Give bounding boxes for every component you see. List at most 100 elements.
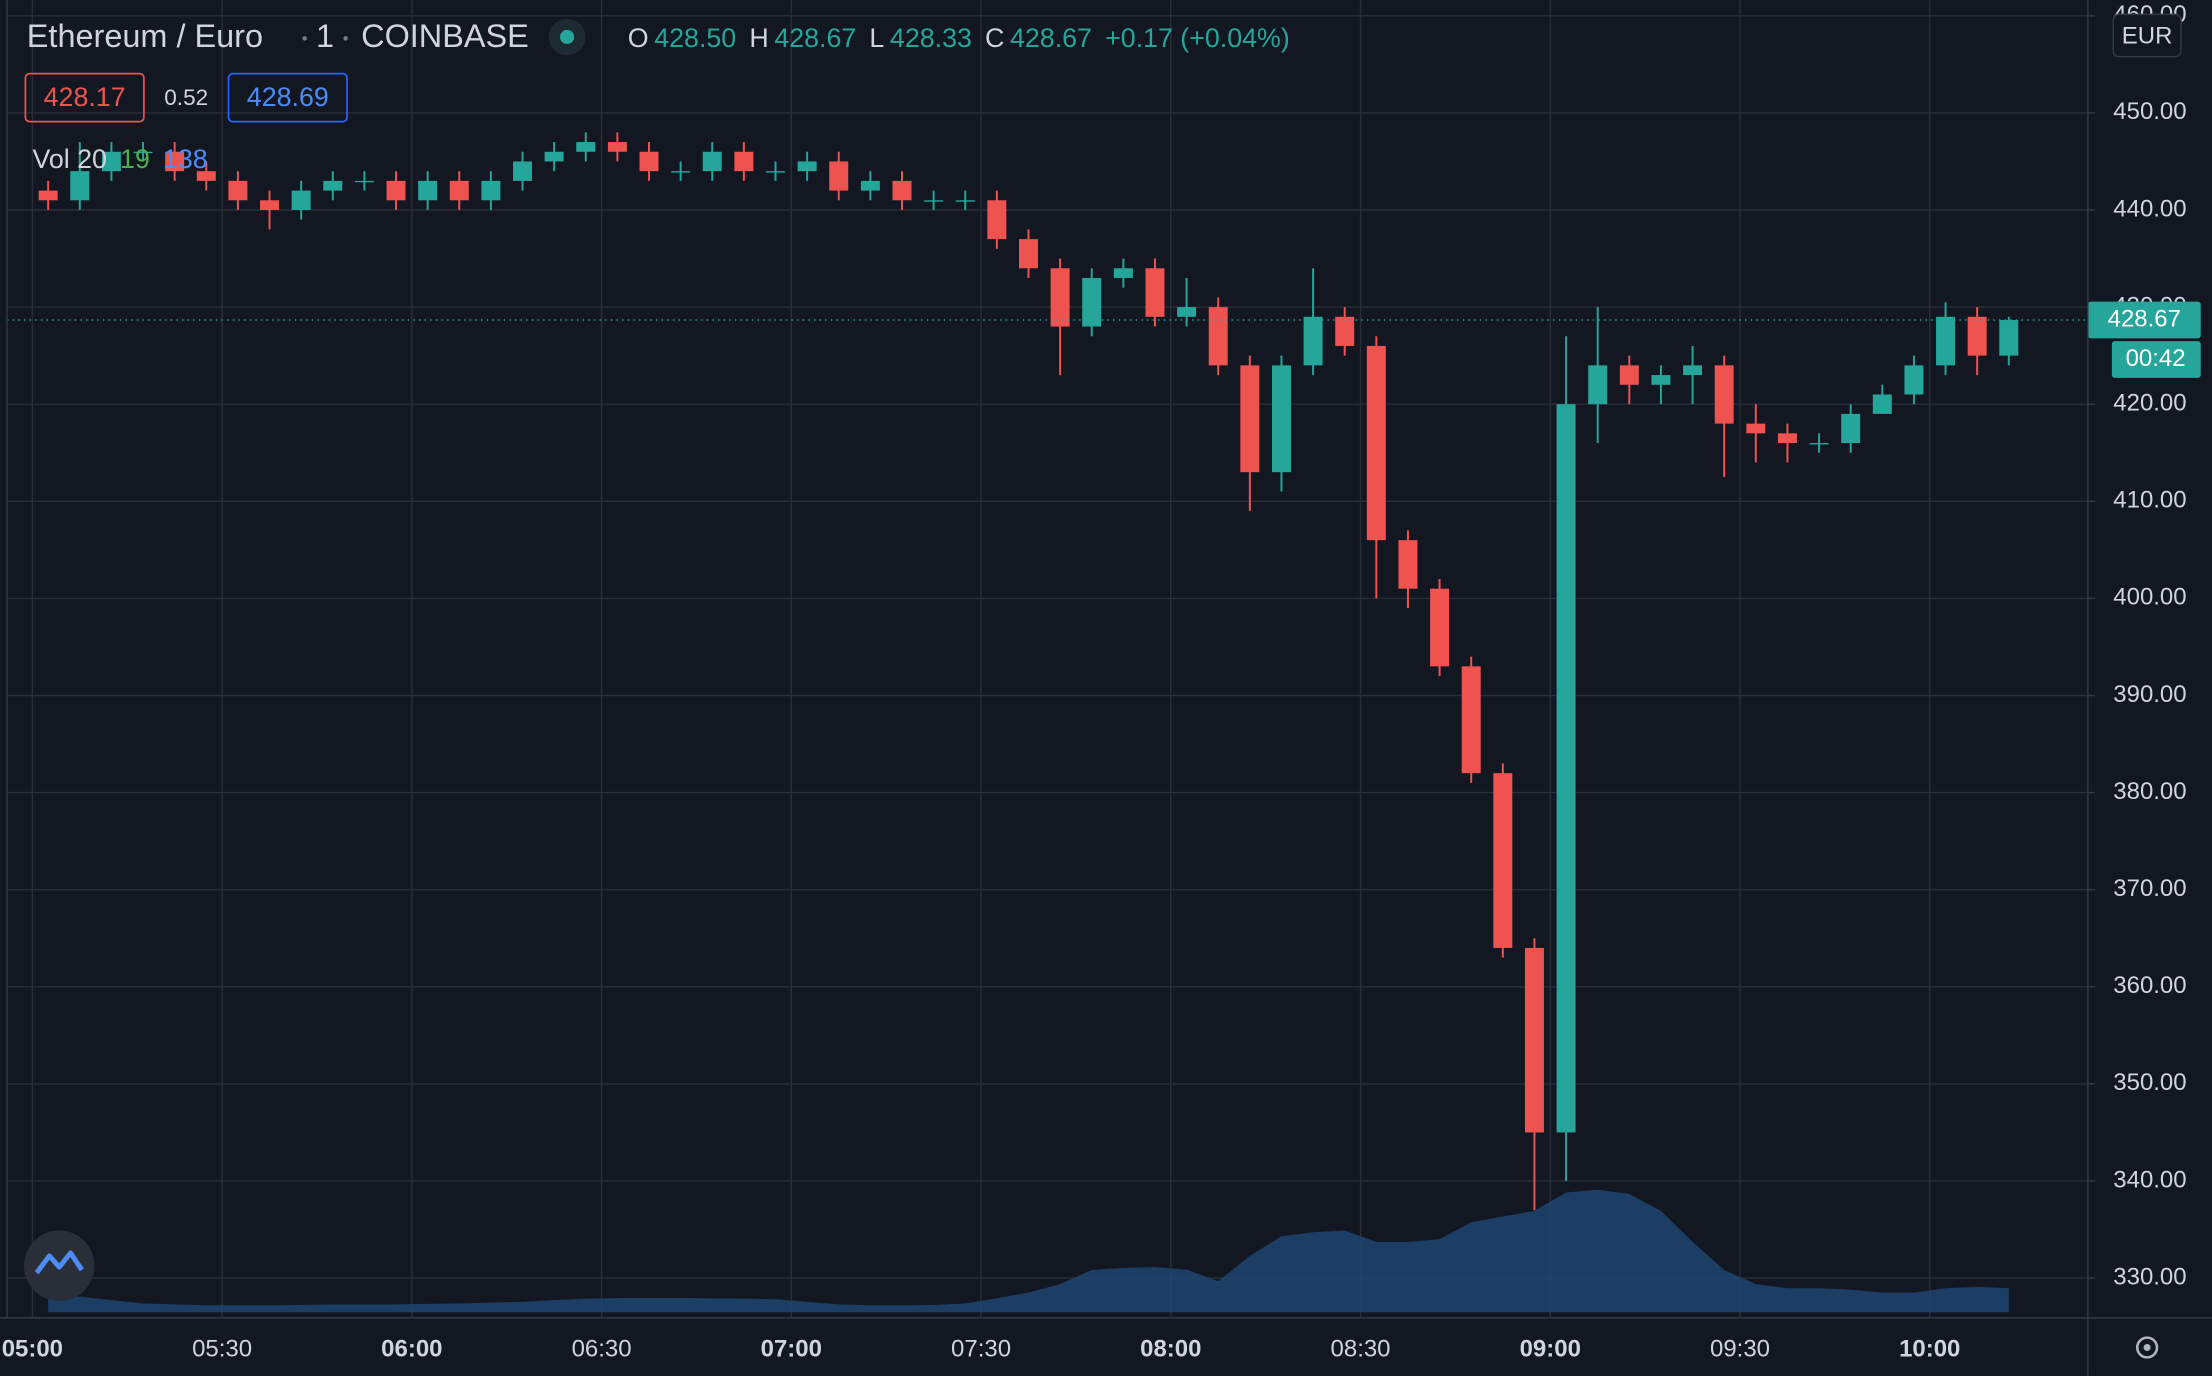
bid: 428.17: [44, 82, 126, 112]
currency-button[interactable]: [2112, 13, 2182, 58]
ask-box[interactable]: [227, 72, 348, 123]
symbol[interactable]: Ethereum / Euro: [27, 18, 263, 54]
candle-body: [639, 151, 659, 172]
candle-body: [1619, 365, 1639, 385]
candle-body: [987, 200, 1007, 240]
x-tick-label: 07:30: [951, 1336, 1011, 1363]
legend-value: 428.50: [654, 23, 736, 53]
candle-body: [1524, 947, 1544, 1133]
legend-key: L: [869, 23, 884, 53]
x-tick-label: 05:00: [2, 1336, 63, 1363]
x-tick-label: 09:00: [1520, 1336, 1581, 1363]
separator: [302, 36, 307, 41]
x-tick-label: 09:30: [1710, 1336, 1770, 1363]
candle-body: [70, 171, 90, 201]
change: +0.17 (+0.04%): [1105, 23, 1290, 53]
grid: [7, 0, 2088, 1318]
candle-body: [1936, 316, 1956, 366]
candle-body: [228, 180, 248, 201]
candle-body: [1588, 365, 1608, 405]
candle-body: [607, 142, 627, 152]
candle-body: [260, 200, 280, 211]
ask: 428.69: [247, 82, 329, 112]
y-tick-label: 400.00: [2113, 584, 2186, 611]
legend-value: 428.67: [1010, 23, 1092, 53]
candle-body: [1967, 316, 1987, 356]
settings-icon[interactable]: [2135, 1336, 2159, 1359]
x-tick-label: 06:30: [572, 1336, 632, 1363]
candle-body: [386, 180, 406, 201]
candle-body: [291, 190, 311, 211]
candle-body: [1683, 365, 1703, 376]
candle-body: [1335, 316, 1355, 346]
candle-body: [1082, 277, 1102, 327]
candle-body: [671, 171, 691, 173]
volume-pane: [48, 1189, 2009, 1313]
legend-key: O: [628, 23, 649, 53]
volume-ma-last: 138: [163, 144, 208, 174]
candle-body: [133, 151, 153, 154]
countdown-box: [2111, 341, 2201, 378]
candle-body: [1493, 773, 1513, 948]
candle-body: [165, 151, 185, 172]
last-price-label: 428.67: [2108, 305, 2181, 332]
candle-body: [449, 180, 469, 201]
candle-body: [196, 171, 216, 181]
candle-body: [1018, 239, 1038, 269]
logo-icon: [34, 1250, 84, 1275]
candle-body: [734, 151, 754, 172]
candle-body: [1398, 540, 1418, 589]
candle-body: [1904, 365, 1924, 395]
candle-body: [1430, 588, 1450, 667]
legend-value: 428.67: [774, 23, 856, 53]
x-tick-label: 10:00: [1899, 1336, 1960, 1363]
candle-body: [1841, 413, 1861, 444]
interval[interactable]: 1: [316, 18, 334, 54]
y-tick-label: 360.00: [2113, 972, 2186, 999]
candle-body: [1746, 423, 1766, 434]
volume-last: 19: [120, 144, 150, 174]
candle-body: [576, 142, 596, 152]
x-tick-label: 05:30: [192, 1336, 252, 1363]
candle-body: [38, 190, 58, 201]
candle-body: [1777, 433, 1797, 444]
candle-body: [481, 180, 501, 201]
candle-body: [323, 180, 343, 191]
y-tick-label: 390.00: [2113, 681, 2186, 708]
volume-legend: Vol 20 19 138: [32, 144, 207, 174]
market-status: [560, 29, 575, 45]
candle-body: [1999, 320, 2019, 356]
x-tick-label: 08:00: [1140, 1336, 1201, 1363]
legend-key: C: [985, 23, 1004, 53]
bid-box[interactable]: [24, 72, 145, 123]
y-tick-label: 330.00: [2113, 1263, 2186, 1290]
candle-body: [702, 151, 722, 172]
ohlc-legend: O 428.50 H 428.67 L 428.33 C 428.67 +0.17 (+…: [628, 23, 1290, 53]
exchange: COINBASE: [361, 18, 529, 54]
candle-body: [1271, 365, 1291, 473]
settings-icon-core: [2143, 1343, 2151, 1352]
volume-title: Vol 20: [32, 144, 107, 174]
candle-body: [860, 180, 880, 191]
candle-body: [418, 180, 438, 201]
last-price-box: [2087, 301, 2201, 339]
separator: [343, 36, 348, 41]
legend-key: H: [749, 23, 768, 53]
candle-body: [797, 161, 817, 172]
candle-body: [1113, 268, 1133, 278]
candle-body: [829, 161, 849, 191]
x-tick-label: 06:00: [381, 1336, 442, 1363]
spread: 0.52: [164, 85, 208, 110]
y-tick-label: 410.00: [2113, 487, 2186, 514]
candle-body: [1714, 365, 1734, 424]
candle-body: [1872, 394, 1892, 414]
candle-body: [544, 151, 564, 162]
y-tick-label: 450.00: [2113, 98, 2186, 125]
currency: EUR: [2122, 22, 2173, 49]
candle-body: [1366, 345, 1386, 541]
candles: [38, 132, 2019, 1211]
candle-body: [924, 200, 944, 202]
